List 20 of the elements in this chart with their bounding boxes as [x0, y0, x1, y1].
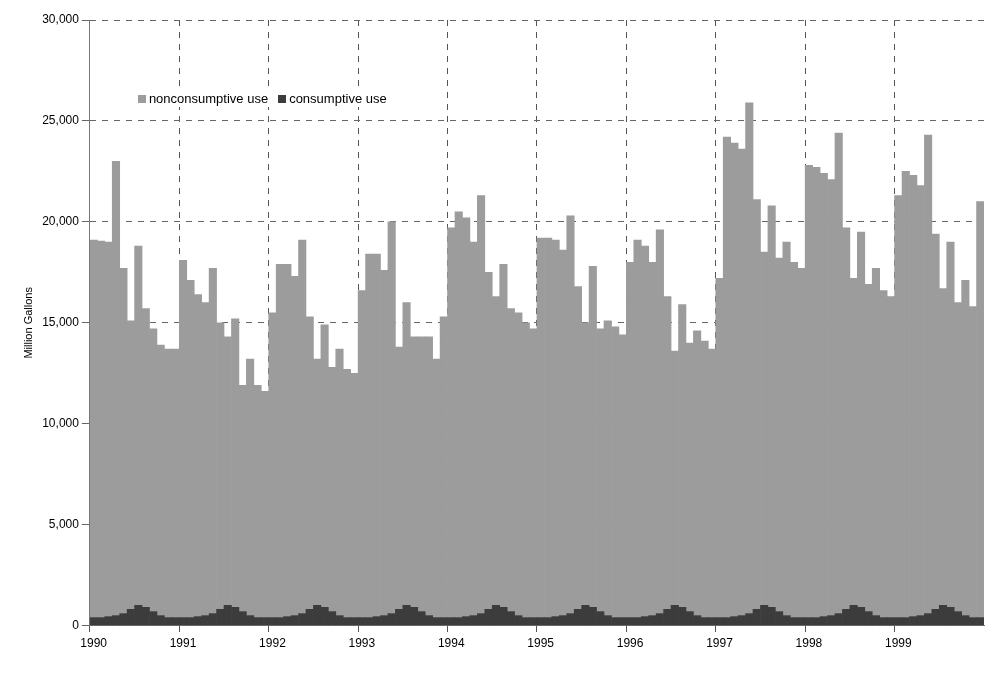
y-axis-title: Million Gallons — [21, 286, 34, 359]
y-tick-label: 20,000 — [42, 214, 80, 229]
x-tick-label: 1991 — [169, 636, 197, 651]
x-tick-label: 1995 — [527, 636, 555, 651]
x-tick-label: 1990 — [80, 636, 108, 651]
y-tick-label: 0 — [72, 617, 80, 632]
y-tick-label: 15,000 — [42, 315, 80, 330]
x-tick-label: 1996 — [616, 636, 644, 651]
x-tick-label: 1999 — [884, 636, 912, 651]
y-tick-label: 30,000 — [42, 12, 80, 27]
y-tick-label: 25,000 — [42, 113, 80, 128]
x-tick-label: 1994 — [437, 636, 465, 651]
x-tick-label: 1992 — [259, 636, 287, 651]
y-tick-label: 5,000 — [48, 516, 80, 531]
x-tick-label: 1993 — [348, 636, 376, 651]
x-tick-label: 1998 — [795, 636, 823, 651]
x-tick-label: 1997 — [706, 636, 734, 651]
y-tick-label: 10,000 — [42, 416, 80, 431]
legend-label: consumptive use — [289, 91, 387, 106]
legend-label: nonconsumptive use — [148, 91, 269, 106]
